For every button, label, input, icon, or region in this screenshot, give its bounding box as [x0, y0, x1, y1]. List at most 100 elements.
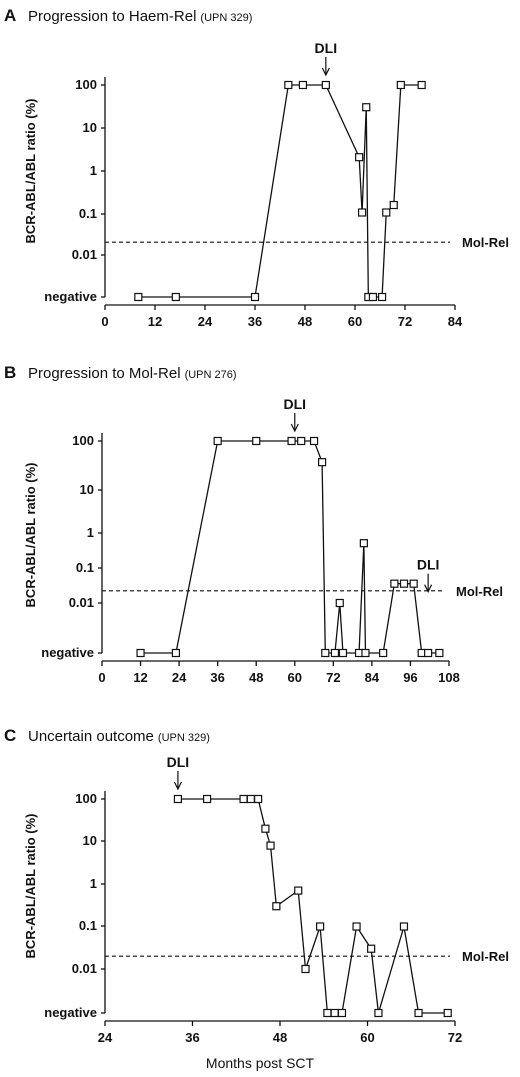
data-point: [374, 1008, 383, 1018]
dli-arrow-head: [424, 584, 433, 594]
panel-title-main: Progression to Mol-Rel: [28, 365, 181, 382]
y-tick-label: 0.1: [79, 918, 97, 933]
x-axis-label: Months post SCT: [206, 1055, 315, 1071]
data-point: [362, 103, 371, 112]
data-point: [266, 841, 275, 850]
x-tick-label: 36: [185, 1030, 199, 1045]
data-point: [261, 824, 270, 833]
data-point: [309, 436, 319, 446]
x-tick-label: 84: [365, 670, 380, 685]
y-tick-label: 1: [87, 525, 94, 540]
x-tick-label: 24: [98, 1030, 113, 1045]
data-point: [352, 922, 361, 931]
x-tick-label: 36: [248, 314, 262, 329]
data-point: [361, 648, 370, 658]
panel-letter: C: [4, 726, 16, 745]
x-tick-label: 36: [210, 670, 224, 685]
data-point: [301, 964, 310, 974]
y-tick-label: 0.01: [72, 247, 97, 262]
data-point: [330, 1008, 339, 1018]
data-point: [355, 153, 364, 162]
dli-label: DLI: [283, 396, 306, 412]
y-tick-label: 100: [72, 433, 94, 448]
y-tick-label: 0.1: [79, 206, 97, 221]
dli-arrow-head: [173, 781, 182, 791]
data-point: [414, 1008, 423, 1018]
x-tick-label: 0: [101, 314, 108, 329]
axes: negative 0.01 0.1 1 10 100 24 36 48 60 72: [44, 791, 462, 1045]
mol-rel-label: Mol-Rel: [456, 584, 503, 599]
y-tick-label: 100: [75, 791, 97, 806]
data-point: [173, 794, 183, 804]
data-point: [213, 436, 222, 446]
data-point: [171, 648, 180, 658]
x-tick-label: 12: [133, 670, 147, 685]
panel-subtitle: (UPN 329): [158, 732, 210, 744]
axes: negative 0.01 0.1 1 10 100 0 12 24 36 48 60 72 84 96 10…: [41, 433, 460, 685]
data-point: [368, 292, 378, 302]
y-tick-label: 1: [90, 876, 97, 891]
y-tick-label: 10: [83, 833, 97, 848]
panel-letter: B: [4, 363, 16, 382]
data-point: [254, 794, 263, 804]
x-tick-label: 12: [148, 314, 162, 329]
data-point: [390, 579, 399, 588]
panel-title: Progression to Haem-Rel (UPN 329): [28, 8, 252, 25]
y-tick-label: 0.01: [69, 595, 94, 610]
dli-label: DLI: [167, 754, 190, 770]
annotations: DLI: [167, 754, 190, 791]
mol-rel-label: Mol-Rel: [462, 949, 509, 964]
axes: negative 0.01 0.1 1 10 100 0 12 24 36 48 60 72 84: [44, 77, 463, 329]
data-point: [171, 292, 180, 302]
data-point: [321, 80, 330, 90]
data-point: [409, 579, 418, 588]
data-point: [367, 944, 376, 953]
series-line: [177, 798, 448, 1014]
y-tick-label: 100: [75, 77, 97, 92]
y-axis-label: BCR-ABL/ABL ratio (%): [23, 814, 38, 959]
x-tick-label: 24: [172, 670, 187, 685]
data-point: [272, 902, 281, 911]
y-tick-label: negative: [41, 645, 94, 660]
data-point: [321, 648, 330, 658]
panel-title-main: Uncertain outcome: [28, 728, 154, 745]
panel-b: B Progression to Mol-Rel (UPN 276) BCR-AB…: [4, 363, 503, 685]
panel-c: C Uncertain outcome (UPN 329) BCR-ABL/ABL…: [4, 726, 509, 1071]
data-point: [330, 648, 340, 658]
x-tick-label: 60: [348, 314, 362, 329]
data-series: [136, 436, 444, 658]
data-point: [317, 458, 327, 467]
panel-subtitle: (UPN 276): [185, 369, 237, 381]
y-tick-label: 0.1: [76, 560, 94, 575]
data-point: [424, 648, 433, 658]
data-point: [359, 539, 368, 548]
x-tick-label: 24: [198, 314, 213, 329]
data-point: [252, 436, 261, 446]
data-point: [298, 80, 308, 90]
data-point: [136, 648, 145, 658]
data-point: [134, 292, 143, 302]
x-tick-label: 0: [98, 670, 105, 685]
x-tick-label: 60: [360, 1030, 374, 1045]
panel-a: A Progression to Haem-Rel (UPN 329) BCR-A…: [4, 6, 509, 329]
data-point: [323, 1008, 332, 1018]
data-series: [173, 794, 452, 1018]
threshold-line-group: Mol-Rel: [105, 235, 509, 250]
panel-subtitle: (UPN 329): [200, 12, 252, 24]
data-point: [399, 922, 409, 931]
data-point: [202, 794, 212, 804]
data-point: [382, 208, 391, 217]
data-point: [417, 80, 426, 90]
data-point: [379, 648, 388, 658]
x-tick-label: 60: [288, 670, 302, 685]
data-point: [287, 436, 296, 446]
y-axis-label: BCR-ABL/ABL ratio (%): [23, 463, 38, 608]
data-point: [294, 886, 303, 895]
y-tick-label: 1: [90, 163, 97, 178]
data-point: [297, 436, 306, 446]
threshold-line-group: Mol-Rel: [105, 949, 509, 964]
data-point: [377, 292, 387, 302]
data-point: [335, 598, 344, 608]
dli-label: DLI: [315, 40, 338, 56]
